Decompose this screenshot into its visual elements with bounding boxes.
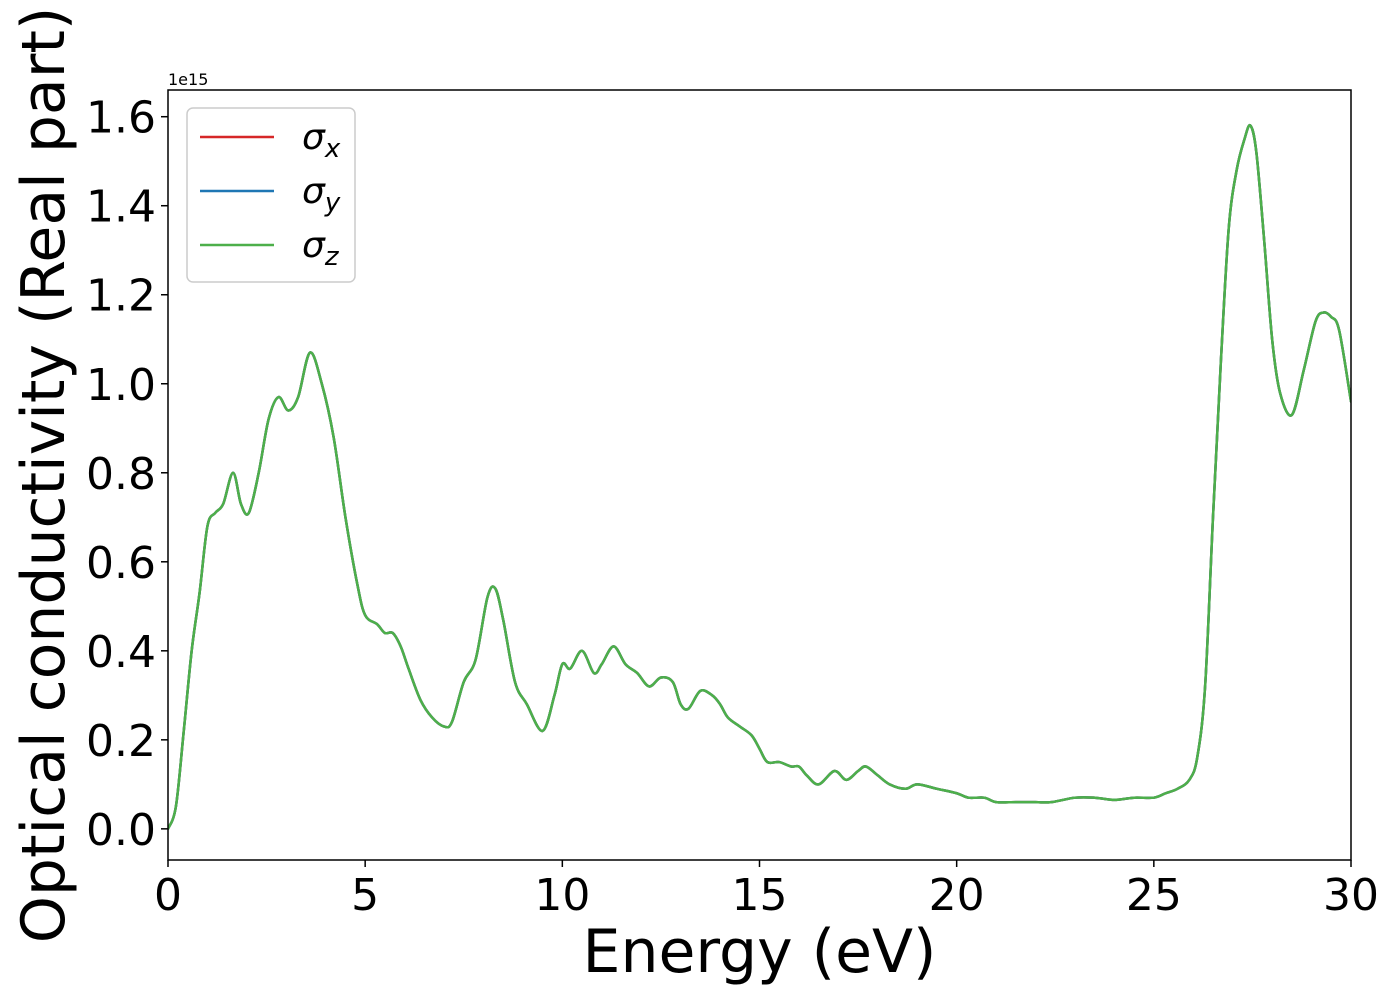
x-tick-label: 15 <box>732 870 788 921</box>
y-tick-label: 0.8 <box>86 449 156 500</box>
series-line-sigma-z <box>168 123 1351 831</box>
x-axis: 0 5 10 15 20 25 30 <box>154 860 1379 921</box>
y-axis: 0.0 0.2 0.4 0.6 0.8 1.0 1.2 1.4 1.6 <box>86 93 168 856</box>
y-tick-label: 0.4 <box>86 627 156 678</box>
y-tick-label: 1.4 <box>86 182 156 233</box>
legend: σx σy σz <box>186 107 356 283</box>
x-tick-label: 25 <box>1126 870 1182 921</box>
y-tick-label: 1.2 <box>86 271 156 322</box>
y-tick-label: 1.0 <box>86 360 156 411</box>
x-tick-label: 20 <box>929 870 985 921</box>
x-tick-label: 30 <box>1323 870 1379 921</box>
series-layer <box>168 123 1351 831</box>
y-tick-label: 1.6 <box>86 93 156 144</box>
x-tick-label: 5 <box>351 870 379 921</box>
x-tick-label: 0 <box>154 870 182 921</box>
legend-label-sigma-y: σy <box>302 171 341 218</box>
y-tick-label: 0.6 <box>86 538 156 589</box>
x-tick-label: 10 <box>534 870 590 921</box>
x-axis-label: Energy (eV) <box>583 917 937 987</box>
y-axis-label: Optical conductivity (Real part) <box>9 7 79 944</box>
legend-box <box>186 107 356 283</box>
y-offset-label: 1e15 <box>168 70 208 89</box>
y-tick-label: 0.2 <box>86 716 156 767</box>
legend-label-sigma-z: σz <box>302 225 340 272</box>
legend-label-sigma-x: σx <box>302 117 341 164</box>
y-tick-label: 0.0 <box>86 805 156 856</box>
